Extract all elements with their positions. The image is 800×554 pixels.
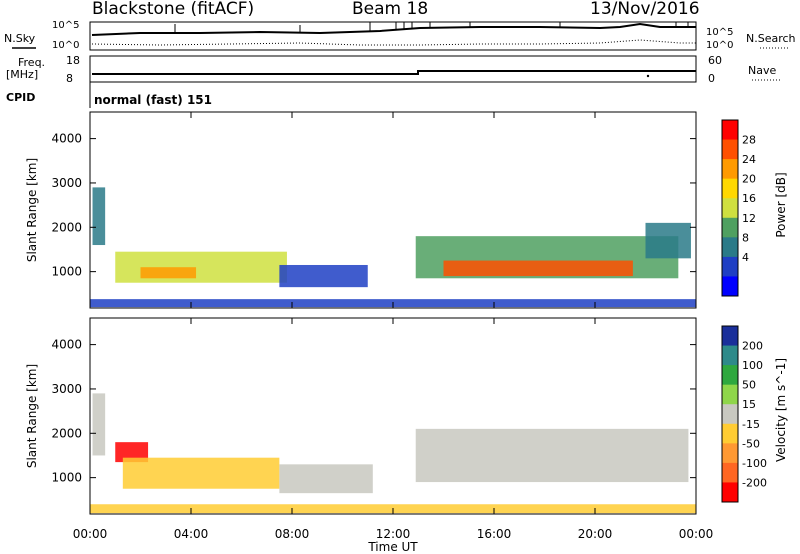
colorbar-swatch (722, 404, 738, 425)
colorbar-tick-label: 15 (742, 398, 756, 411)
noise-right-tick-top: 10^5 (706, 27, 733, 38)
xtick-label: 20:00 (578, 527, 613, 541)
colorbar-swatch (722, 178, 738, 199)
noise-panel-frame (89, 21, 697, 51)
echo-region (279, 264, 368, 288)
echo-region (115, 442, 149, 463)
velocity-colorbar: 200 100 50 15 -15 -50 -100 -200 (721, 325, 767, 503)
time-axis: 00:00 04:00 08:00 12:00 16:00 20:00 00:00 (73, 112, 714, 541)
velocity-ylabel: Slant Range [km] (25, 364, 39, 468)
colorbar-swatch (722, 326, 738, 347)
freq-label-line2: [MHz] (6, 68, 38, 81)
colorbar-tick-label: -15 (742, 418, 760, 431)
date-title: 13/Nov/2016 (590, 0, 700, 19)
freq-trace (92, 70, 696, 75)
colorbar-tick-label: -50 (742, 437, 760, 450)
colorbar-swatch (722, 482, 738, 503)
colorbar-swatch (722, 217, 738, 238)
ytick-label: 4000 (51, 338, 82, 352)
nave-tick-bottom: 0 (708, 72, 715, 85)
velocity-yaxis: 1000 2000 3000 4000 (51, 338, 696, 485)
xtick-label: 00:00 (73, 527, 108, 541)
colorbar-tick-label: 4 (742, 251, 749, 264)
echo-region (415, 428, 689, 483)
xaxis-label: Time UT (367, 540, 418, 554)
colorbar-swatch (722, 384, 738, 405)
colorbar-tick-label: 28 (742, 134, 756, 147)
freq-tick-top: 18 (66, 54, 80, 67)
ytick-label: 1000 (51, 265, 82, 279)
beam-title: Beam 18 (352, 0, 428, 19)
nave-point (646, 74, 650, 78)
power-ylabel: Slant Range [km] (25, 158, 39, 262)
colorbar-tick-label: 200 (742, 340, 763, 353)
noise-left-tick-top: 10^5 (52, 20, 79, 31)
xtick-label: 16:00 (477, 527, 512, 541)
colorbar-swatch (722, 462, 738, 483)
echo-region (122, 457, 280, 489)
colorbar-frame (721, 325, 739, 503)
ytick-label: 2000 (51, 220, 82, 234)
xtick-label: 08:00 (275, 527, 310, 541)
colorbar-swatch (722, 139, 738, 160)
colorbar-swatch (722, 443, 738, 464)
nsearch-label: N.Search (746, 32, 796, 45)
colorbar-frame (721, 119, 739, 297)
colorbar-swatch (722, 237, 738, 258)
xtick-label: 04:00 (174, 527, 209, 541)
colorbar-tick-label: 12 (742, 212, 756, 225)
colorbar-swatch (722, 198, 738, 219)
ytick-label: 3000 (51, 176, 82, 190)
freq-tick-bottom: 8 (66, 72, 73, 85)
colorbar-tick-label: 8 (742, 231, 749, 244)
nsearch-trace (91, 39, 696, 46)
freq-panel-frame (89, 55, 697, 83)
nave-label: Nave (748, 64, 776, 77)
power-colorbar: 28 24 20 16 12 8 4 (721, 119, 756, 297)
nsky-label: N.Sky (4, 32, 36, 45)
colorbar-swatch (722, 159, 738, 180)
colorbar-swatch (722, 423, 738, 444)
nsky-spikes (174, 22, 689, 33)
colorbar-tick-label: -200 (742, 476, 767, 489)
velocity-colorbar-label: Velocity [m s^-1] (774, 358, 788, 462)
power-colorbar-label: Power [dB] (774, 172, 788, 237)
colorbar-swatch (722, 120, 738, 141)
echo-region (279, 464, 373, 494)
echo-region (92, 393, 106, 456)
colorbar-swatch (722, 276, 738, 297)
colorbar-tick-label: 50 (742, 379, 756, 392)
cpid-value: normal (fast) 151 (94, 93, 212, 107)
echo-region (645, 222, 691, 259)
ytick-label: 1000 (51, 471, 82, 485)
echo-region (140, 267, 197, 279)
colorbar-tick-label: -100 (742, 457, 767, 470)
colorbar-swatch (722, 345, 738, 366)
freq-label-line1: Freq. (18, 56, 45, 69)
nave-tick-top: 60 (708, 54, 722, 67)
noise-right-tick-bottom: 10^0 (706, 40, 733, 51)
ytick-label: 3000 (51, 382, 82, 396)
power-heatmap (90, 187, 696, 308)
cpid-label: CPID (6, 91, 35, 104)
ytick-label: 4000 (51, 132, 82, 146)
xtick-label: 12:00 (376, 527, 411, 541)
ytick-label: 2000 (51, 426, 82, 440)
colorbar-tick-label: 24 (742, 153, 756, 166)
colorbar-swatch (722, 256, 738, 277)
echo-region (92, 187, 106, 246)
velocity-heatmap (90, 393, 696, 514)
colorbar-tick-label: 100 (742, 359, 763, 372)
station-title: Blackstone (fitACF) (92, 0, 254, 19)
colorbar-swatch (722, 365, 738, 386)
echo-region (443, 260, 633, 277)
noise-left-tick-bottom: 10^0 (52, 40, 79, 51)
colorbar-tick-label: 20 (742, 173, 756, 186)
colorbar-tick-label: 16 (742, 192, 756, 205)
power-yaxis: 1000 2000 3000 4000 (51, 132, 696, 279)
xtick-label: 00:00 (679, 527, 714, 541)
nsky-trace (91, 22, 696, 36)
